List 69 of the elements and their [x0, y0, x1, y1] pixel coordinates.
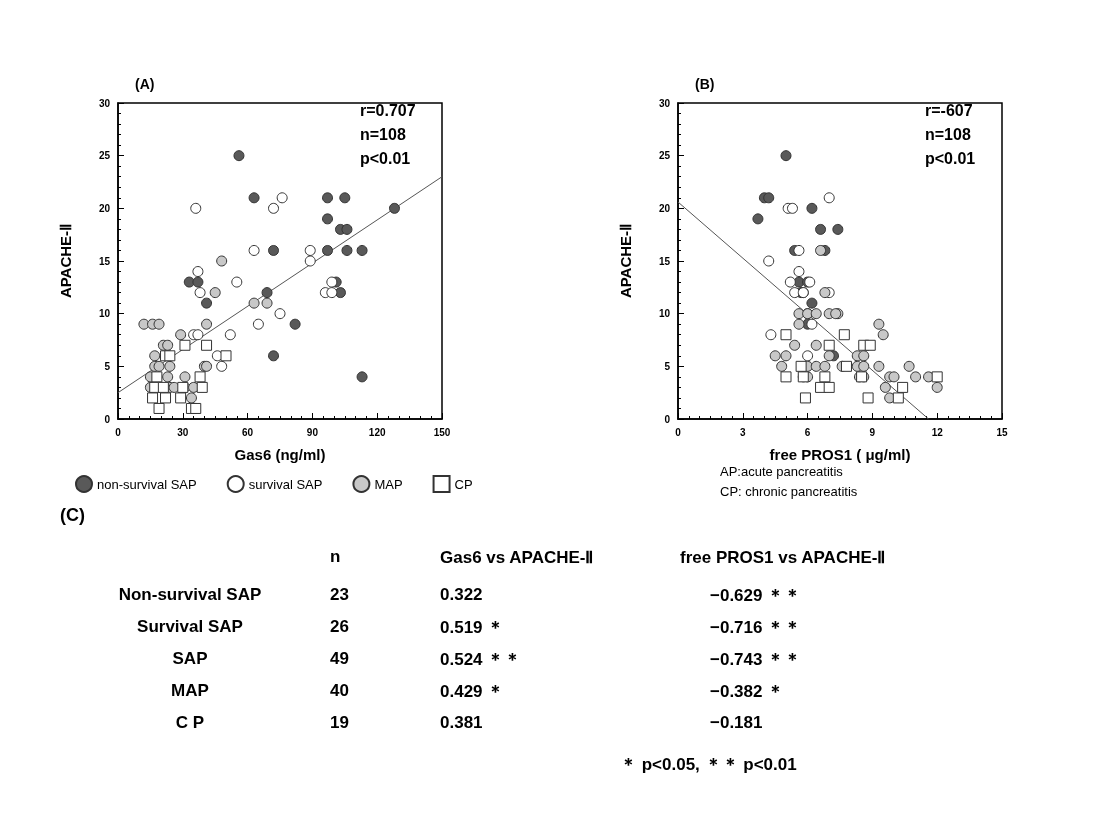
y-tick-label: 30	[98, 97, 111, 109]
text: AP:acute pancreatitis	[720, 464, 844, 479]
x-tick-label: 12	[931, 426, 944, 438]
annotation: n=108	[925, 125, 971, 143]
x-tick-label: 120	[368, 426, 386, 438]
text: −0.382 ＊	[709, 680, 786, 703]
y-tick-label: 25	[658, 150, 671, 162]
text: (C)	[60, 505, 85, 526]
text: free PROS1 vs APACHE-Ⅱ	[679, 546, 887, 569]
y-tick-label: 20	[98, 202, 111, 214]
x-tick-label: 15	[996, 426, 1008, 438]
x-tick-label: 30	[177, 426, 189, 438]
text: 0.381	[439, 712, 484, 734]
text: −0.629 ＊＊	[709, 584, 803, 607]
y-tick-label: 5	[104, 360, 111, 372]
y-tick-label: 10	[98, 308, 111, 320]
y-tick-label: 20	[658, 202, 671, 214]
text: ＊ p<0.05, ＊＊ p<0.01	[620, 754, 797, 776]
x-tick-label: 60	[242, 426, 254, 438]
x-tick-label: 0	[675, 426, 682, 438]
y-axis-title: APACHE-Ⅱ	[617, 223, 634, 299]
y-tick-label: 25	[98, 150, 111, 162]
text: Gas6 vs APACHE-Ⅱ	[439, 546, 595, 569]
text: 0.524 ＊＊	[439, 648, 523, 671]
text: CP: chronic pancreatitis	[720, 484, 858, 499]
y-tick-label: 10	[658, 308, 671, 320]
y-tick-label: 0	[104, 413, 111, 425]
annotation: r=-607	[925, 101, 973, 119]
text: SAP	[171, 648, 209, 670]
text: 0.429 ＊	[439, 680, 506, 703]
text: 0.519 ＊	[439, 616, 506, 639]
x-tick-label: 0	[115, 426, 122, 438]
text: 26	[329, 616, 350, 638]
text: −0.716 ＊＊	[709, 616, 803, 639]
annotation: n=108	[360, 125, 406, 143]
text: n	[329, 546, 342, 568]
text: Survival SAP	[136, 616, 244, 638]
text: 0.322	[439, 584, 484, 606]
y-tick-label: 30	[658, 97, 671, 109]
annotation: p<0.01	[360, 149, 411, 167]
chart-title: (B)	[695, 76, 715, 92]
text: 23	[329, 584, 350, 606]
annotation: p<0.01	[925, 149, 976, 167]
x-tick-label: 9	[869, 426, 876, 438]
x-axis-title: Gas6 (ng/ml)	[234, 446, 326, 463]
legend-label: CP	[454, 476, 473, 492]
x-tick-label: 150	[433, 426, 451, 438]
y-tick-label: 15	[98, 255, 111, 267]
text: C P	[174, 712, 206, 734]
legend-label: survival SAP	[248, 476, 323, 492]
annotation: r=0.707	[360, 101, 416, 119]
text: MAP	[170, 680, 210, 702]
text: 49	[329, 648, 350, 670]
text: 40	[329, 680, 350, 702]
text: 19	[329, 712, 350, 734]
chart-title: (A)	[135, 76, 155, 92]
legend-label: MAP	[374, 476, 403, 492]
text: −0.181	[709, 712, 764, 734]
y-axis-title: APACHE-Ⅱ	[57, 223, 74, 299]
y-tick-label: 0	[664, 413, 671, 425]
x-tick-label: 3	[740, 426, 747, 438]
x-tick-label: 90	[306, 426, 319, 438]
text: Non-survival SAP	[117, 584, 263, 606]
text: −0.743 ＊＊	[709, 648, 803, 671]
x-tick-label: 6	[804, 426, 811, 438]
legend-label: non-survival SAP	[97, 476, 197, 492]
x-axis-title: free PROS1 ( μg/ml)	[769, 446, 911, 463]
y-tick-label: 5	[664, 360, 671, 372]
y-tick-label: 15	[658, 255, 671, 267]
